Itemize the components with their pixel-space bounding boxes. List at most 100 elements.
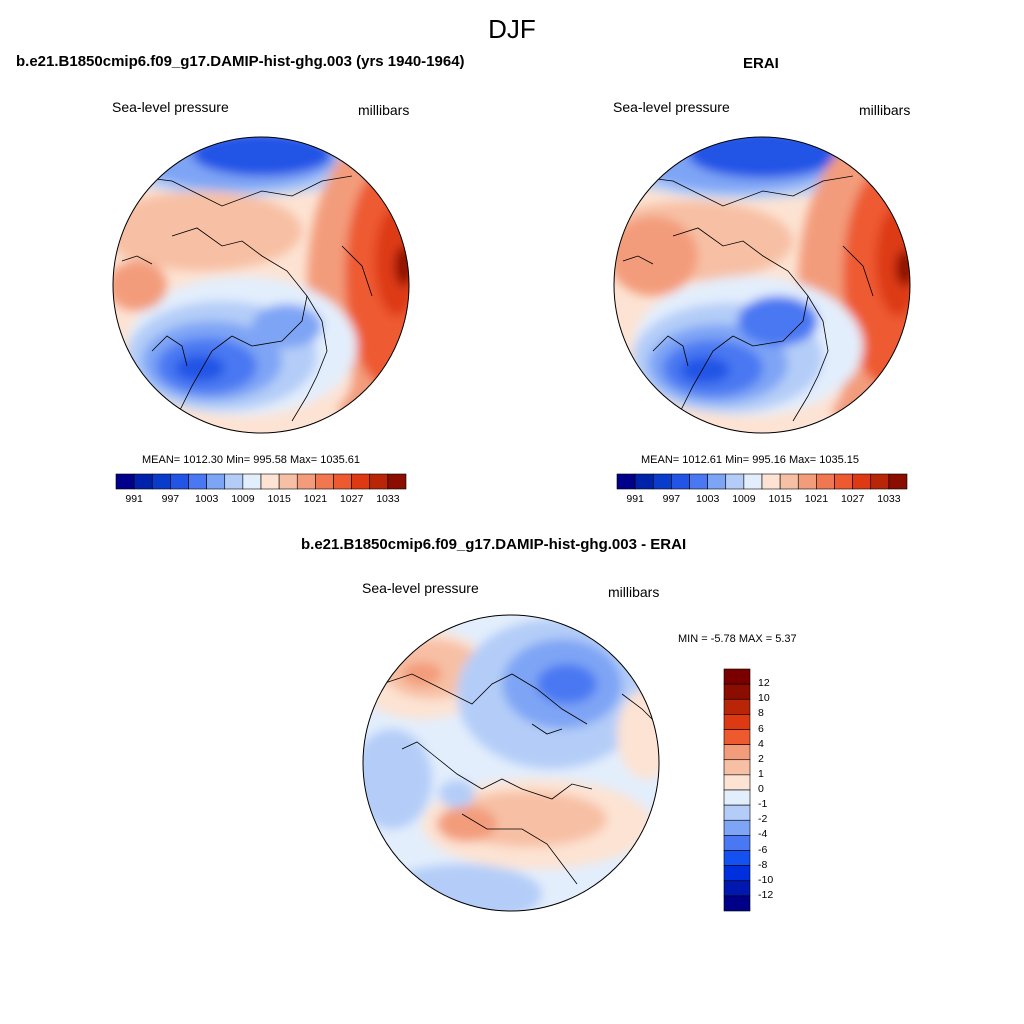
colorbar-box [723, 835, 751, 851]
colorbar-box [689, 473, 708, 490]
colorbar-box [206, 473, 226, 490]
colorbar-tick-label: 1021 [804, 493, 829, 505]
colorbar-box [723, 759, 751, 776]
colorbar-box [870, 473, 890, 490]
colorbar-box [723, 668, 751, 685]
panel-3-colorbar [723, 668, 751, 912]
colorbar-box [115, 473, 135, 490]
colorbar-box [797, 473, 817, 490]
colorbar-box [634, 473, 654, 490]
colorbar-tick-label: 8 [758, 707, 764, 720]
panel-2-title: ERAI [743, 55, 779, 72]
colorbar-tick-label: 997 [662, 493, 681, 505]
colorbar-tick-label: -12 [758, 888, 774, 901]
colorbar-box [652, 473, 672, 490]
colorbar-box [723, 698, 751, 715]
colorbar-tick-label: 1003 [194, 493, 219, 505]
colorbar-tick-label: 1009 [231, 493, 255, 505]
panel-3-colorbar-ticks: 12 10 8 6 4 2 1 0 -1 -2 -4 -6 -8 -10 -12 [758, 669, 798, 911]
colorbar-box [616, 473, 636, 490]
colorbar-box [723, 895, 751, 912]
colorbar-box [779, 473, 799, 490]
colorbar-box [723, 865, 751, 882]
colorbar-box [723, 850, 751, 866]
colorbar-tick-label: 1033 [877, 493, 901, 505]
colorbar-tick-label: -8 [758, 858, 768, 871]
colorbar-box [224, 473, 244, 490]
colorbar-box [369, 473, 389, 490]
colorbar-box [133, 473, 153, 490]
colorbar-box [242, 473, 262, 490]
colorbar-tick-label: -4 [758, 828, 768, 841]
colorbar-tick-label: -1 [758, 798, 768, 811]
colorbar-box [816, 473, 835, 490]
panel-1-units-label: millibars [358, 102, 410, 118]
colorbar-box [743, 473, 763, 490]
colorbar-tick-label: 1003 [695, 493, 720, 505]
panel-1-variable-label: Sea-level pressure [112, 99, 229, 115]
panel-3-variable-label: Sea-level pressure [362, 580, 479, 596]
colorbar-box [707, 473, 727, 490]
colorbar-tick-label: -10 [758, 873, 774, 886]
panel-2-units-label: millibars [859, 102, 911, 118]
panel-1-map [112, 136, 410, 434]
colorbar-tick-label: 991 [626, 493, 644, 505]
colorbar-box [188, 473, 207, 490]
colorbar-box [351, 473, 371, 490]
panel-3-units-label: millibars [608, 584, 660, 600]
colorbar-box [888, 473, 908, 490]
colorbar-box [723, 744, 751, 761]
colorbar-box [723, 789, 751, 806]
colorbar-tick-label: 1 [758, 767, 764, 780]
colorbar-tick-label: 1027 [339, 493, 364, 505]
colorbar-tick-label: 1021 [303, 493, 328, 505]
colorbar-tick-label: -2 [758, 813, 768, 826]
colorbar-tick-label: 997 [161, 493, 180, 505]
colorbar-box [260, 473, 280, 490]
colorbar-box [671, 473, 690, 490]
colorbar-tick-label: 991 [125, 493, 143, 505]
colorbar-tick-label: 4 [758, 737, 764, 750]
colorbar-box [725, 473, 745, 490]
panel-3-stats: MIN = -5.78 MAX = 5.37 [678, 633, 797, 645]
colorbar-tick-label: 10 [758, 692, 770, 705]
colorbar-box [723, 804, 751, 821]
panel-1-title: b.e21.B1850cmip6.f09_g17.DAMIP-hist-ghg.… [16, 53, 465, 70]
panel-2-variable-label: Sea-level pressure [613, 99, 730, 115]
panel-2-map [613, 136, 911, 434]
panel-1-colorbar-ticks: 991 997 1003 1009 1015 1021 1027 1033 [116, 493, 406, 507]
colorbar-tick-label: 6 [758, 722, 764, 735]
panel-3-map [362, 614, 660, 912]
colorbar-box [387, 473, 407, 490]
colorbar-box [278, 473, 298, 490]
colorbar-tick-label: 1009 [732, 493, 756, 505]
colorbar-tick-label: 1015 [768, 493, 792, 505]
colorbar-tick-label: 2 [758, 752, 764, 765]
figure-title: DJF [488, 14, 536, 44]
panel-2-stats: MEAN= 1012.61 Min= 995.16 Max= 1035.15 [641, 454, 860, 466]
panel-2-colorbar-ticks: 991 997 1003 1009 1015 1021 1027 1033 [617, 493, 907, 507]
colorbar-tick-label: 1027 [840, 493, 865, 505]
colorbar-tick-label: 1015 [267, 493, 291, 505]
panel-1-colorbar [115, 473, 407, 490]
colorbar-box [852, 473, 872, 490]
colorbar-box [723, 683, 751, 700]
colorbar-tick-label: 1033 [376, 493, 400, 505]
colorbar-box [296, 473, 316, 490]
colorbar-box [834, 473, 853, 490]
panel-1-stats: MEAN= 1012.30 Min= 995.58 Max= 1035.61 [142, 454, 361, 466]
colorbar-box [761, 473, 781, 490]
panel-2-colorbar [616, 473, 908, 490]
colorbar-box [723, 729, 751, 745]
colorbar-box [151, 473, 171, 490]
colorbar-box [315, 473, 334, 490]
colorbar-box [333, 473, 352, 490]
panel-3-title: b.e21.B1850cmip6.f09_g17.DAMIP-hist-ghg.… [301, 536, 687, 553]
colorbar-tick-label: 0 [758, 783, 764, 795]
colorbar-box [723, 774, 751, 791]
colorbar-box [170, 473, 189, 490]
colorbar-box [723, 880, 751, 897]
colorbar-tick-label: -6 [758, 843, 768, 856]
colorbar-tick-label: 12 [758, 677, 770, 690]
colorbar-box [723, 819, 751, 836]
